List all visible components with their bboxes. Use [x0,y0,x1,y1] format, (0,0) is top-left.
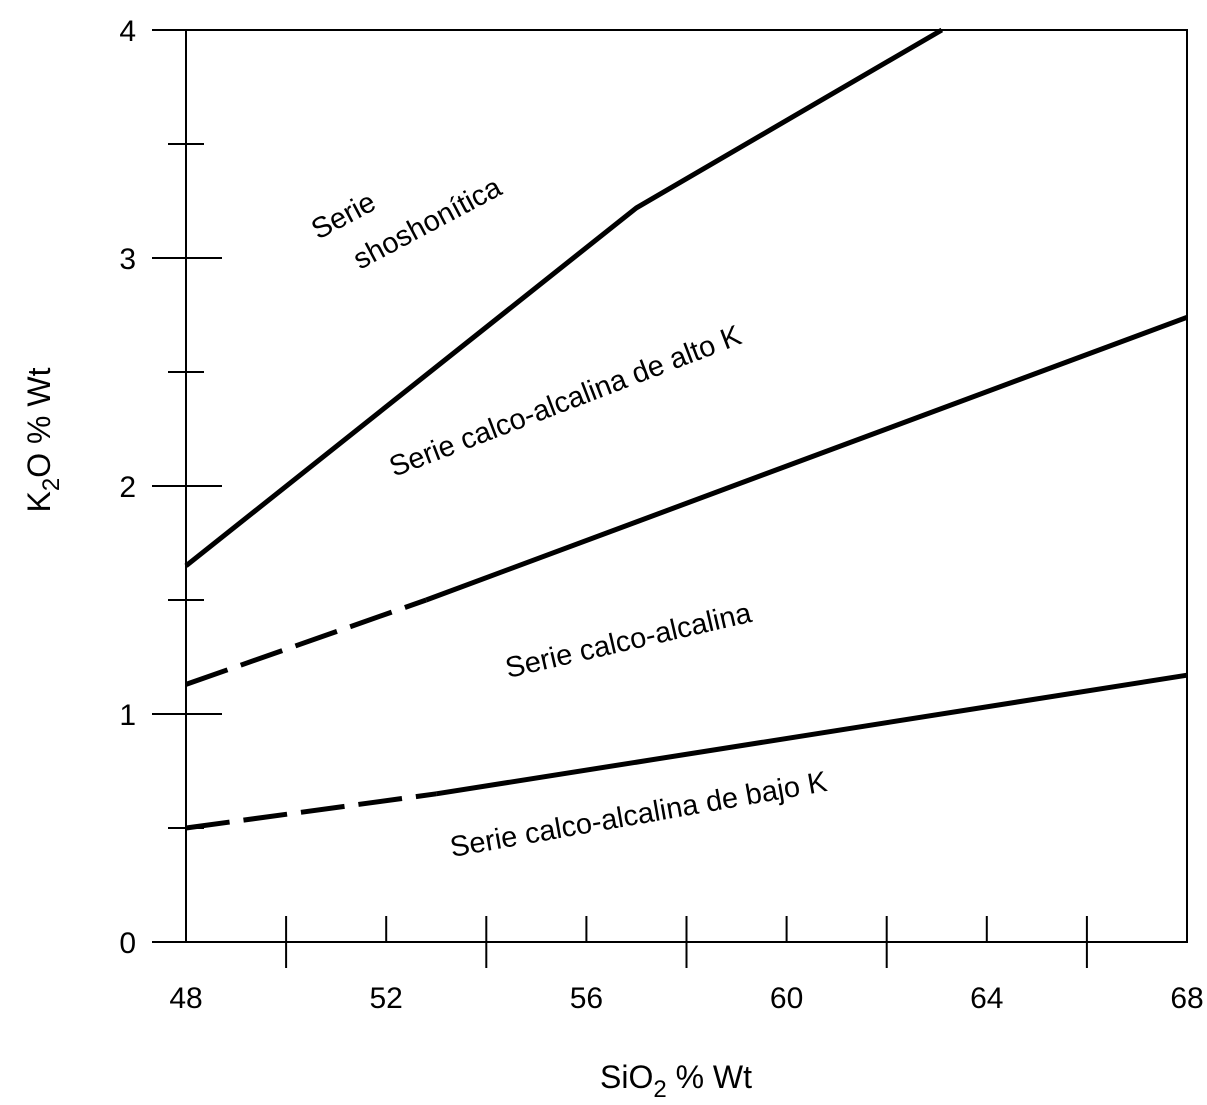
region-label-shoshonitic: Serie shoshonítica [306,130,507,287]
x-tick-label: 48 [169,982,202,1015]
solid-boundary-line-4 [435,672,1188,797]
solid-boundary-line-2 [425,314,1188,603]
y-tick-label: 4 [119,15,136,48]
y-axis-title: K2O % Wt [21,367,65,512]
boundary-lines [184,27,1188,831]
region-label-high-k: Serie calco-alcalina de alto K [385,319,746,483]
x-axis-title-post: % Wt [667,1059,752,1095]
y-axis-title-pre: K [21,491,57,512]
dashed-boundary-line-1 [185,597,428,687]
x-tick-label: 68 [1170,982,1203,1015]
solid-boundary-line-0 [184,27,944,568]
x-tick-label: 52 [370,982,403,1015]
y-tick-label: 2 [119,471,136,504]
y-axis-title-post: O % Wt [21,367,57,477]
dashed-boundary-line-3 [185,791,437,831]
x-axis-title-sub: 2 [653,1076,666,1103]
x-axis-title-pre: SiO [600,1059,653,1095]
x-axis-title: SiO2 % Wt [600,1059,752,1103]
x-tick-label: 56 [570,982,603,1015]
region-label-calc-alkaline: Serie calco-alcalina [502,597,755,685]
x-tick-label: 60 [770,982,803,1015]
x-tick-label: 64 [970,982,1003,1015]
y-tick-label: 0 [119,927,136,960]
region-label-shoshonitic-line2: shoshonítica [348,171,508,276]
y-axis-title-sub: 2 [38,478,65,491]
axis-ticks [152,29,1188,968]
y-tick-label: 1 [119,699,136,732]
axis-tick-labels: 48 52 56 60 64 68 0 1 2 3 4 [119,15,1203,1015]
y-tick-label: 3 [119,243,136,276]
